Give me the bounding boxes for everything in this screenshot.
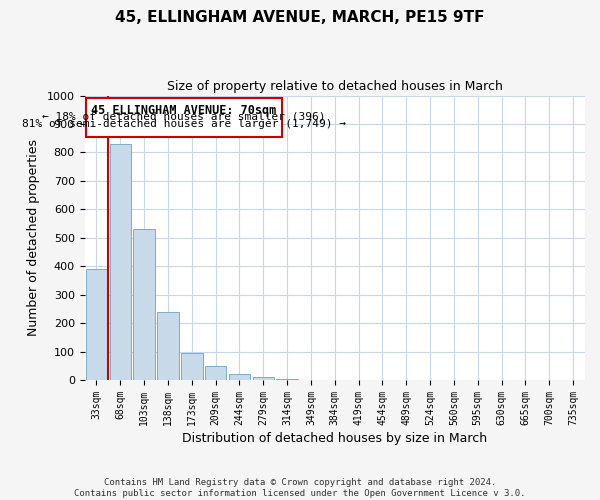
Bar (181, 353, 203, 380)
Title: Size of property relative to detached houses in March: Size of property relative to detached ho… (167, 80, 503, 93)
Bar (205, 366, 226, 380)
Bar (133, 230, 155, 380)
Text: Contains HM Land Registry data © Crown copyright and database right 2024.
Contai: Contains HM Land Registry data © Crown c… (74, 478, 526, 498)
Bar (86, 269, 107, 380)
Bar (253, 376, 274, 380)
X-axis label: Distribution of detached houses by size in March: Distribution of detached houses by size … (182, 432, 487, 445)
Bar (229, 374, 250, 380)
Y-axis label: Number of detached properties: Number of detached properties (27, 140, 40, 336)
Text: 45 ELLINGHAM AVENUE: 70sqm: 45 ELLINGHAM AVENUE: 70sqm (91, 104, 277, 117)
Bar (110, 144, 131, 380)
Text: 81% of semi-detached houses are larger (1,749) →: 81% of semi-detached houses are larger (… (22, 119, 346, 129)
Bar (277, 378, 298, 380)
Bar (157, 312, 179, 380)
Text: 45, ELLINGHAM AVENUE, MARCH, PE15 9TF: 45, ELLINGHAM AVENUE, MARCH, PE15 9TF (115, 10, 485, 25)
Text: ← 18% of detached houses are smaller (396): ← 18% of detached houses are smaller (39… (42, 111, 326, 121)
FancyBboxPatch shape (86, 98, 283, 137)
